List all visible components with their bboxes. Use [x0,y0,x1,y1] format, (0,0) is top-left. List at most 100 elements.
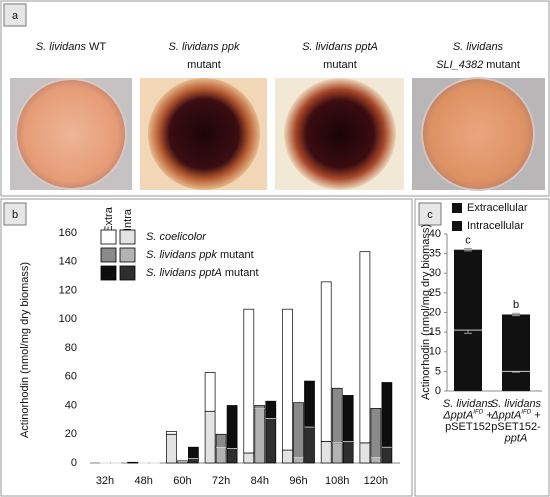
plate [421,77,535,191]
plate [15,78,127,190]
panel-label-box [418,202,442,226]
text-part: mutant [323,59,357,71]
y-axis-label: Actinorhodin (nmol/mg dry biomass) [420,224,432,400]
text-part: IFD [473,409,483,416]
legend-swatch [452,203,462,213]
y-tick-label: 40 [429,228,441,240]
plate-photos [10,77,545,191]
text-part: S. lividans ppk [169,41,240,53]
y-tick-label: 0 [71,457,77,469]
bar-extra [166,431,177,435]
bar-segment [502,371,530,391]
x-tick-label: pptA [504,432,528,444]
bar-segment [454,330,482,391]
panel-c-frame [414,198,550,497]
bar-segment [454,249,482,331]
panel-a-frame [0,0,550,197]
x-tick-label: 72h [212,475,230,487]
significance-letter: c [465,234,471,246]
panel-label-box [3,202,27,226]
plate-caption: SLI_4382 mutant [436,59,520,71]
y-tick-label: 140 [59,256,77,268]
x-tick-label: ΔpptAIFD + [490,409,540,422]
x-tick-label: 48h [135,475,153,487]
text-part: mutant [187,59,221,71]
x-tick-label: 60h [173,475,191,487]
panel-label: a [12,10,19,22]
y-tick-label: 80 [65,342,77,354]
text-part: + [483,409,492,421]
y-tick-label: 100 [59,313,77,325]
x-tick-label: S. lividans [443,398,494,410]
y-tick-label: 0 [435,385,441,397]
y-tick-label: 35 [429,248,441,260]
x-tick-label: 32h [96,475,114,487]
y-tick-label: 5 [435,365,441,377]
plate-caption: S. lividans WT [36,41,107,53]
x-tick-label: 120h [364,475,388,487]
significance-letter: b [513,299,519,311]
bar-intra [265,418,277,464]
bar-intra [254,408,266,464]
y-tick-label: 40 [65,399,77,411]
bar-extra [282,308,293,451]
bar-extra [342,395,354,442]
text-part: SLI_4382 [436,59,483,71]
text-part: + [531,409,540,421]
legend-column-head: Extra [103,206,115,233]
text-part: S. lividans ppk [146,249,217,261]
legend-swatch [452,221,462,231]
y-tick-label: 20 [429,306,441,318]
bar-extra [359,251,371,444]
text-part: S. lividans pptA [302,41,378,53]
y-tick-label: 120 [59,284,77,296]
text-part: S. lividans [491,398,542,410]
x-tick-label: S. lividans [491,398,542,410]
plate-caption: S. lividans [453,41,504,53]
text-part: S. coelicolor [146,231,207,243]
x-tick-label: ΔpptAIFD + [442,409,492,422]
legend-label: S. coelicolor [146,231,207,243]
y-tick-label: 160 [59,227,77,239]
x-tick-label: 84h [251,475,269,487]
bar-intra [282,449,293,464]
text-part: S. lividans [36,41,87,53]
legend-swatch [100,265,117,281]
text-part: pSET152- [491,421,541,433]
text-part: mutant [222,267,259,279]
plate-caption: S. lividans pptA [302,41,378,53]
panel-label: c [427,209,433,221]
bar-extra [254,405,266,409]
x-tick-label: 108h [325,475,349,487]
legend-label: S. lividans pptA mutant [146,267,259,279]
bar-intra [215,446,227,464]
text-part: pptA [504,432,528,444]
bar-extra [204,372,216,412]
bar-extra [215,433,227,448]
bar-extra [127,461,139,464]
bar-extra [381,382,393,448]
bar-intra [304,426,315,464]
legend-swatch [119,229,136,245]
bar-extra [188,446,199,460]
plate [148,78,260,190]
text-part: S. lividans [453,41,504,53]
text-part: mutant [483,59,520,71]
y-tick-label: 30 [429,267,441,279]
bar-intra [320,441,332,464]
x-tick-label: pSET152 [445,421,491,433]
bar-intra [204,410,216,464]
plate-caption: S. lividans ppk [169,41,240,53]
text-part: ΔpptA [490,409,521,421]
text-part: S. lividans pptA [146,267,222,279]
plate [284,78,396,190]
text-part: IFD [521,409,531,416]
text-part: ΔpptA [442,409,473,421]
text-part: mutant [217,249,254,261]
text-part: pSET152 [445,421,491,433]
bar-extra [243,308,255,454]
y-tick-label: 60 [65,371,77,383]
text-part: S. lividans [443,398,494,410]
legend-label: Intracellular [467,220,524,232]
